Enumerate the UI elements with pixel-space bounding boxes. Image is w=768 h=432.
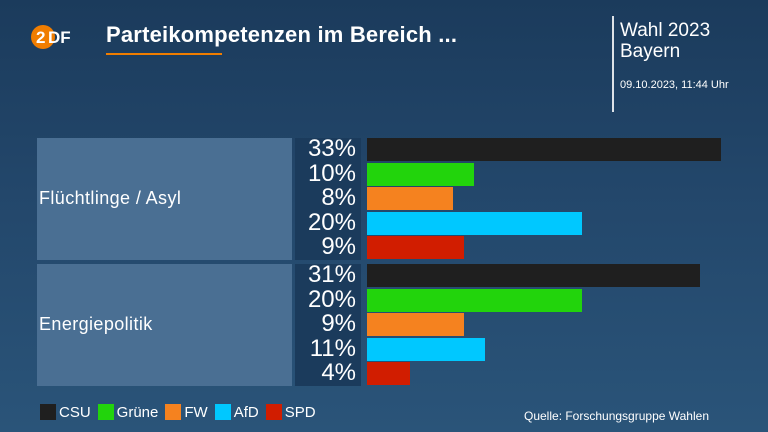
bar-fw — [367, 313, 464, 336]
value-label: 11% — [309, 334, 356, 362]
header-divider — [612, 16, 614, 112]
bar-afd — [367, 337, 485, 361]
legend-label: AfD — [233, 403, 259, 421]
source-note: Quelle: Forschungsgruppe Wahlen — [524, 409, 709, 423]
legend-item-csu: CSU — [40, 404, 91, 421]
bar-spd — [367, 236, 464, 259]
category-label: Energiepolitik — [39, 314, 153, 334]
legend-item-fw: FW — [165, 403, 208, 421]
bar-csu — [367, 264, 700, 287]
bar-fw — [367, 187, 453, 210]
value-label: 10% — [307, 159, 356, 187]
election-label: Wahl 2023 Bayern — [620, 20, 710, 62]
legend-label: FW — [184, 403, 208, 421]
value-label: 33% — [307, 135, 356, 162]
legend-swatch — [97, 404, 114, 420]
election-name: Wahl 2023 — [620, 20, 711, 41]
value-label: 31% — [307, 261, 356, 288]
legend-label: SPD — [284, 403, 316, 421]
svg-text:2: 2 — [36, 28, 45, 47]
page-title: Parteikompetenzen im Bereich ... — [106, 22, 458, 47]
category-label: Flüchtlinge / Asyl — [39, 188, 182, 208]
value-column — [295, 138, 361, 260]
svg-text:DF: DF — [48, 28, 71, 47]
legend-swatch — [40, 404, 56, 420]
value-label: 20% — [307, 208, 356, 236]
legend-swatch — [265, 404, 282, 420]
bar-spd — [367, 362, 410, 385]
legend-item-spd: SPD — [265, 403, 316, 421]
legend-item-afd: AfD — [214, 403, 259, 421]
value-label: 9% — [321, 310, 356, 337]
value-label: 4% — [321, 359, 356, 386]
legend-label: Grüne — [116, 403, 159, 421]
category-panel — [37, 264, 292, 386]
election-region: Bayern — [620, 41, 681, 62]
legend: CSU Grüne FW AfD SPD — [40, 403, 323, 421]
value-column — [295, 264, 361, 386]
legend-item-grüne: Grüne — [97, 403, 159, 421]
legend-swatch — [165, 404, 182, 420]
value-label: 8% — [321, 184, 356, 211]
value-label: 20% — [307, 285, 356, 313]
zdf-logo: 2 DF — [31, 25, 71, 49]
bar-grüne — [367, 288, 582, 312]
legend-swatch — [214, 404, 231, 420]
bar-grüne — [367, 162, 475, 186]
title-underline — [106, 53, 222, 55]
timestamp: 09.10.2023, 11:44 Uhr — [620, 79, 729, 91]
bar-afd — [367, 211, 582, 235]
value-label: 9% — [321, 233, 356, 260]
legend-label: CSU — [59, 403, 91, 421]
category-panel — [37, 138, 292, 260]
bar-csu — [367, 138, 721, 161]
